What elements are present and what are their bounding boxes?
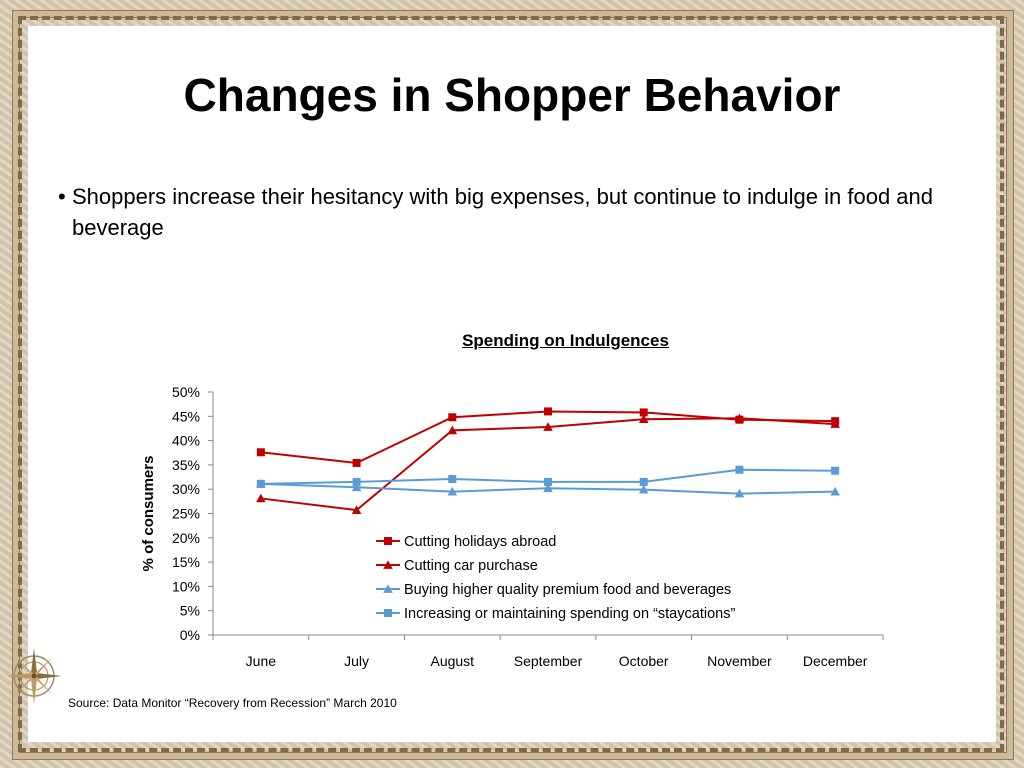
data-point [830,419,840,428]
chart-title: Spending on Indulgences [462,331,669,350]
bullet-text: Shoppers increase their hesitancy with b… [72,184,934,240]
data-point [638,414,649,424]
data-point [352,458,361,467]
slide: Changes in Shopper Behavior • Shoppers i… [28,26,996,742]
data-point [544,407,552,416]
data-point [830,486,840,496]
data-point [639,408,648,417]
source-note: Source: Data Monitor “Recovery from Rece… [68,696,397,710]
data-point [351,505,362,514]
data-point [351,482,362,492]
data-point [543,422,553,431]
legend-label: Cutting car purchase [404,558,538,574]
data-point [638,484,649,494]
data-point [639,477,648,486]
slide-title: Changes in Shopper Behavior [183,69,841,121]
slide-frame [12,10,1014,760]
series-line [260,417,836,512]
y-axis-label: % of consumers [140,456,157,572]
y-tick-label: 35% [172,457,200,473]
data-point [352,477,361,486]
x-tick-label: August [430,653,474,669]
legend-label: Cutting holidays abroad [404,534,556,550]
data-point [544,477,552,486]
data-point [256,493,266,503]
data-point [831,466,840,475]
y-tick-label: 25% [172,506,200,522]
legend-marker [383,584,393,593]
x-tick-label: September [514,653,583,669]
x-tick-label: December [803,653,868,669]
y-tick-label: 20% [172,530,200,546]
y-tick-label: 0% [180,627,200,643]
y-tick-label: 40% [172,433,200,449]
bullet-point: • Shoppers increase their hesitancy with… [58,181,978,243]
y-tick-label: 15% [172,554,200,570]
x-tick-label: July [344,653,369,669]
data-point [735,465,744,474]
data-point [256,448,265,457]
x-tick-label: October [619,653,669,669]
data-point [543,483,553,493]
data-point [256,479,265,488]
y-tick-label: 50% [172,384,200,400]
bullet-marker: • [58,184,66,209]
data-point [448,474,457,483]
y-tick-label: 10% [172,578,200,594]
legend-marker [384,609,392,617]
legend-label: Buying higher quality premium food and b… [404,582,731,598]
decorative-border [18,16,1004,752]
legend-marker [384,537,392,545]
data-point [734,413,745,423]
x-tick-label: November [707,653,772,669]
data-point [447,425,458,435]
y-tick-label: 30% [172,481,200,497]
x-tick-label: June [246,653,277,669]
data-point [447,486,458,496]
y-tick-label: 5% [180,603,200,619]
data-point [734,488,745,498]
data-point [448,413,457,422]
compass-rose-icon [6,648,62,704]
legend-label: Increasing or maintaining spending on “s… [404,606,735,622]
y-tick-label: 45% [172,408,200,424]
legend-marker [383,560,393,569]
